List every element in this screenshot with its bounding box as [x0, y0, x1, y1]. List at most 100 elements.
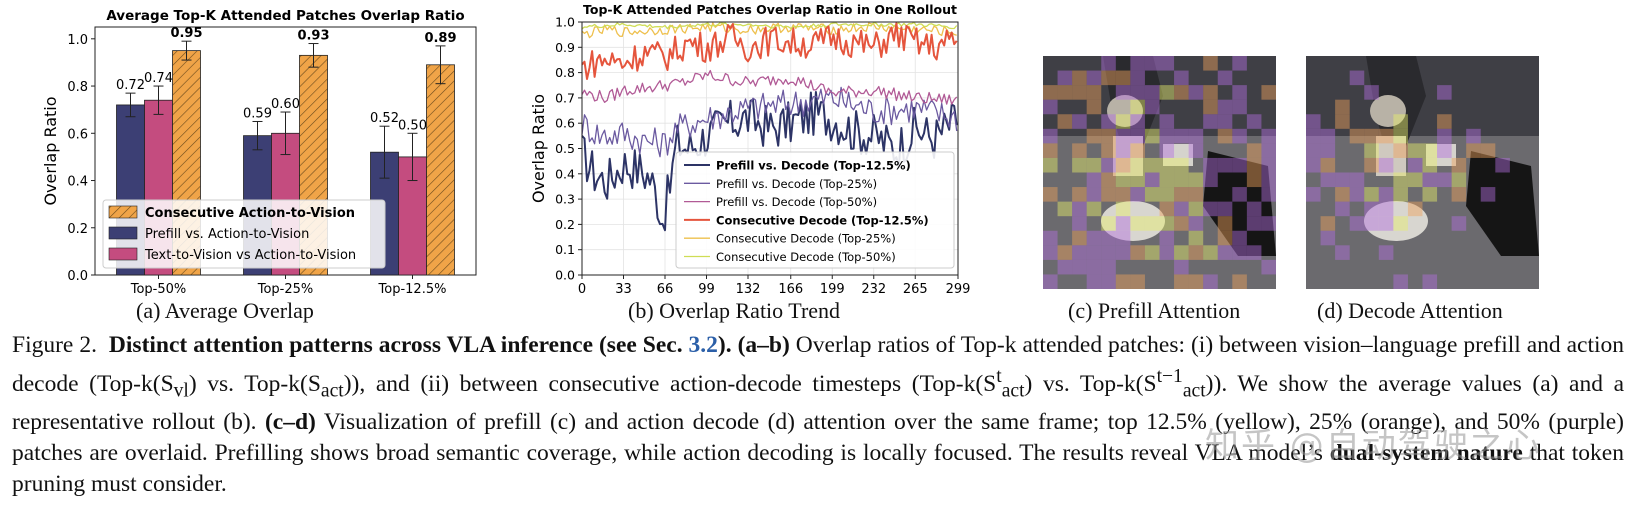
attention-patch: [1335, 245, 1350, 260]
attention-patch: [1203, 274, 1218, 289]
attention-patch: [1364, 157, 1379, 173]
attention-patch: [1130, 157, 1145, 173]
attention-patch: [1115, 230, 1131, 246]
attention-patch: [1203, 172, 1218, 188]
subcaption-d: (d) Decode Attention: [1317, 298, 1503, 323]
attention-patch: [1203, 201, 1218, 217]
attention-patch: [1174, 187, 1189, 202]
attention-patch: [1335, 201, 1350, 217]
caption-sub-vl: vl: [173, 380, 189, 402]
attention-patch: [1086, 172, 1102, 188]
attention-patch: [1086, 201, 1102, 217]
attention-patch: [1188, 216, 1204, 231]
scene-gripper: [1113, 136, 1143, 176]
chart-a-title: Average Top-K Attended Patches Overlap R…: [106, 8, 464, 24]
attention-patch: [1320, 230, 1336, 246]
attention-patch: [1393, 143, 1408, 158]
data-label: 0.72: [116, 78, 145, 93]
attention-patch: [1349, 172, 1365, 188]
attention-patch: [1144, 157, 1160, 173]
attention-patch: [1480, 143, 1496, 158]
scene-plate: [1364, 201, 1428, 241]
attention-patch: [1043, 128, 1058, 144]
bar: [426, 64, 455, 276]
attention-patch: [1246, 172, 1262, 188]
attention-patch: [1232, 85, 1247, 100]
attention-patch: [1174, 157, 1189, 173]
attention-patch: [1217, 114, 1233, 129]
attention-patch: [1203, 245, 1218, 260]
attention-patch: [1378, 201, 1394, 217]
attention-patch: [1188, 187, 1204, 202]
section-reference-link[interactable]: 3.2: [688, 332, 718, 358]
caption-end-text: that token pruning must consider.: [12, 439, 1624, 497]
y-tick-label: 0.8: [555, 65, 575, 80]
attention-patch: [1086, 230, 1102, 246]
attention-patch: [1086, 128, 1102, 144]
attention-patch: [1174, 259, 1189, 275]
attention-patch: [1086, 70, 1102, 86]
x-tick-label: 66: [657, 282, 674, 297]
attention-patch: [1159, 187, 1175, 202]
attention-patch: [1159, 56, 1175, 71]
scene-black-box: [1203, 151, 1276, 256]
scene-cup: [1163, 144, 1193, 166]
series-line: [581, 86, 958, 158]
attention-patch: [1130, 245, 1145, 260]
attention-patch: [1144, 187, 1160, 202]
attention-patch: [1320, 157, 1336, 173]
attention-patch: [1232, 99, 1247, 115]
attention-patch: [1378, 245, 1394, 260]
data-label: 0.50: [398, 118, 427, 133]
caption-ab-text-2: ) vs. Top-k(S: [188, 370, 321, 397]
y-tick-label: 0.5: [555, 141, 575, 156]
attention-patch: [1422, 157, 1438, 173]
attention-patch: [1159, 157, 1175, 173]
attention-patch: [1217, 128, 1233, 144]
attention-patch: [1393, 128, 1408, 144]
attention-patch: [1086, 245, 1102, 260]
caption-cd-label: (c–d): [264, 408, 316, 435]
x-tick-label: 166: [778, 282, 803, 297]
attention-patch: [1261, 172, 1276, 188]
attention-patch: [1480, 187, 1496, 202]
attention-patch: [1101, 128, 1116, 144]
attention-patch: [1349, 216, 1365, 231]
attention-patch: [1451, 172, 1467, 188]
attention-patch: [1393, 114, 1408, 129]
watermark: 知乎 @自动驾驶之心: [1205, 426, 1542, 466]
y-tick-label: 0.4: [67, 175, 88, 190]
attention-patch: [1217, 201, 1233, 217]
attention-patch: [1364, 187, 1379, 202]
attention-patch: [1232, 245, 1247, 260]
attention-patch: [1320, 216, 1336, 231]
panel-b-line-chart: Top-K Attended Patches Overlap Ratio in …: [529, 2, 970, 297]
x-tick-label: 99: [698, 282, 715, 297]
attention-patch: [1306, 187, 1321, 202]
legend-label: Prefill vs. Decode (Top-50%): [716, 195, 877, 209]
legend-label: Prefill vs. Action-to-Vision: [145, 227, 309, 242]
attention-patch: [1349, 128, 1365, 144]
attention-patch: [1378, 128, 1394, 144]
attention-patch: [1188, 274, 1204, 289]
attention-patch: [1466, 143, 1481, 158]
attention-patch: [1057, 114, 1073, 129]
y-tick-label: 0.7: [555, 90, 575, 105]
attention-patch: [1364, 216, 1379, 231]
subcaption-c: (c) Prefill Attention: [1068, 298, 1241, 323]
attention-patch: [1043, 230, 1058, 246]
attention-patch: [1144, 85, 1160, 100]
caption-bold-end: dual-system nature: [1329, 439, 1523, 466]
caption-ab-text-5: )). We show the average values (a) and a…: [12, 370, 1625, 435]
attention-patch: [1495, 157, 1510, 173]
attention-patch: [1188, 172, 1204, 188]
attention-patch: [1159, 216, 1175, 231]
attention-patch: [1159, 201, 1175, 217]
x-tick-label: Top-12.5%: [378, 282, 447, 297]
attention-patch: [1057, 201, 1073, 217]
caption-sup-t1: t−1: [1156, 366, 1183, 387]
subcaption-a: (a) Average Overlap: [136, 298, 314, 323]
decode-attention-image: [1306, 56, 1539, 289]
attention-patch: [1451, 187, 1467, 202]
legend-label: Text-to-Vision vs Action-to-Vision: [144, 248, 356, 263]
